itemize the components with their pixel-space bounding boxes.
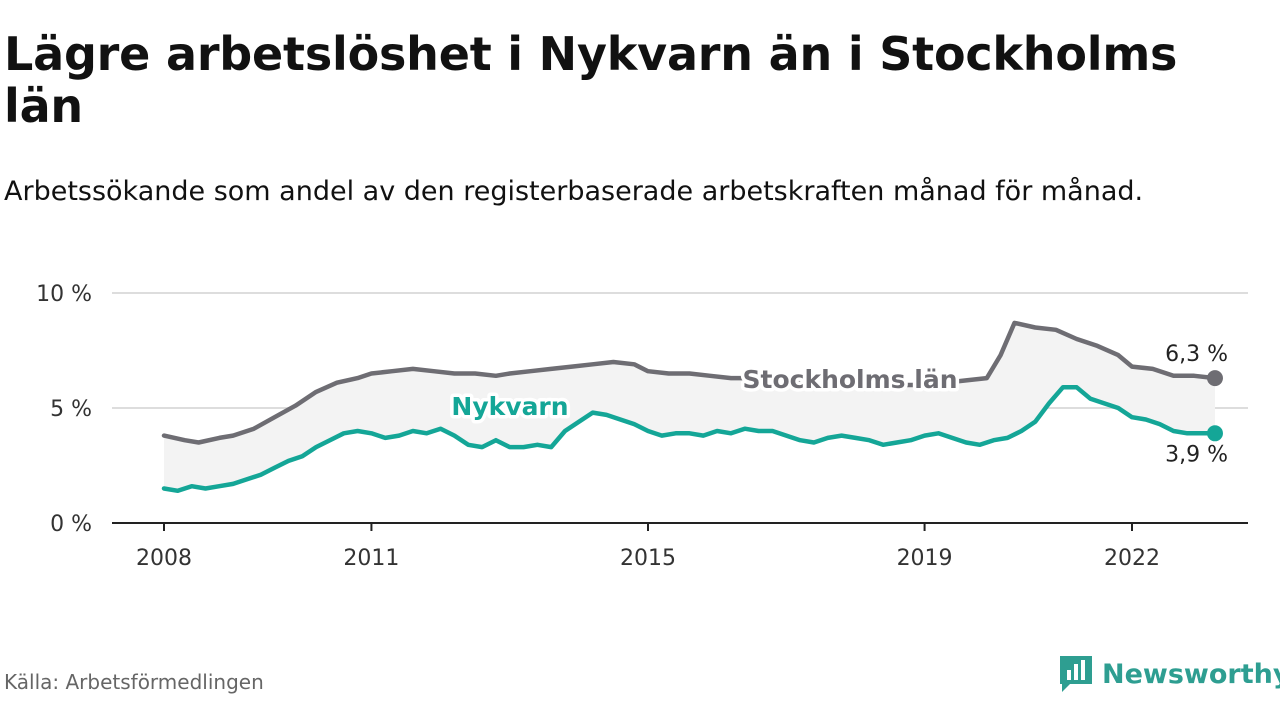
x-tick-label: 2022 (1104, 546, 1160, 571)
chart-title: Lägre arbetslöshet i Nykvarn än i Stockh… (4, 27, 1178, 133)
brand-name: Newsworthy (1102, 658, 1280, 690)
chart-subtitle: Arbetssökande som andel av den registerb… (4, 176, 1144, 207)
x-tick-label: 2019 (897, 546, 953, 571)
x-tick-label: 2008 (136, 546, 192, 571)
newsworthy-logo-icon (1060, 656, 1092, 692)
newsworthy-logo: Newsworthy (1058, 654, 1280, 694)
nykvarn-label: Nykvarn (451, 392, 568, 421)
x-tick-label: 2011 (343, 546, 399, 571)
nykvarn-line (161, 385, 1218, 494)
line-chart: 0 % 5 % 10 % 2008 2011 2015 2019 2022 6,3 % 3,9 %… (36, 282, 1248, 571)
x-tick-label: 2015 (620, 546, 676, 571)
stockholms-lan-label: Stockholms län (743, 365, 958, 394)
nykvarn-end-value: 3,9 % (1165, 442, 1228, 467)
y-tick-label: 0 % (50, 512, 92, 537)
gap-shading (164, 322, 1215, 491)
stockholms-lan-line (161, 320, 1218, 445)
source-note: Källa: Arbetsförmedlingen (4, 670, 264, 694)
stockholms-lan-end-value: 6,3 % (1165, 342, 1228, 367)
stockholms-lan-end-marker (1206, 370, 1223, 387)
y-tick-label: 5 % (50, 397, 92, 422)
nykvarn-end-marker (1206, 425, 1223, 442)
y-tick-label: 10 % (36, 282, 92, 307)
